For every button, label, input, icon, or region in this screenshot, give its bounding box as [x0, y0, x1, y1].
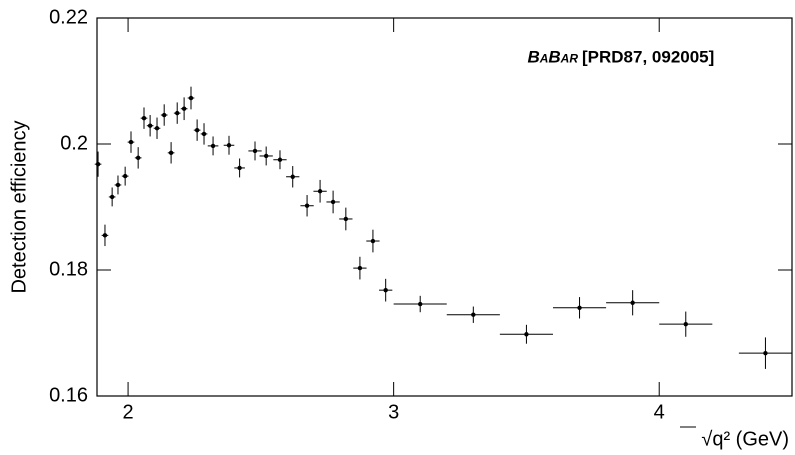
data-point [128, 139, 134, 145]
y-tick-label: 0.22 [49, 6, 88, 28]
data-point [201, 131, 207, 137]
data-point [237, 165, 242, 171]
x-axis-label: √q² (GeV) [701, 428, 789, 450]
y-tick-label: 0.16 [49, 384, 88, 406]
data-point [357, 265, 363, 271]
data-point [277, 157, 283, 162]
y-tick-label: 0.2 [60, 132, 88, 154]
data-point [226, 143, 232, 148]
data-point [102, 233, 108, 238]
data-point [290, 174, 295, 179]
data-point [141, 115, 147, 121]
data-point [418, 301, 423, 307]
data-point [181, 106, 187, 111]
data-point [683, 321, 688, 327]
data-point [175, 110, 180, 116]
data-point [370, 238, 376, 244]
data-point [168, 150, 174, 156]
data-point [210, 143, 216, 149]
data-point [304, 203, 310, 208]
data-point [383, 287, 388, 293]
data-point [154, 126, 160, 131]
data-point [188, 95, 194, 101]
data-point [263, 153, 269, 159]
data-point [122, 173, 128, 179]
y-tick-label: 0.18 [49, 258, 88, 280]
data-point [115, 182, 121, 188]
annotation-reference: [PRD87, 092005] [582, 47, 714, 66]
data-point [317, 189, 323, 194]
y-axis-label: Detection efficiency [8, 120, 30, 293]
data-point [577, 305, 582, 310]
data-point [147, 123, 153, 128]
x-tick-label: 2 [123, 401, 134, 423]
data-point [109, 194, 115, 200]
x-tick-label: 4 [654, 401, 665, 423]
data-point [252, 148, 258, 154]
x-tick-label: 3 [388, 401, 399, 423]
data-point [161, 112, 167, 118]
data-point [471, 312, 476, 317]
data-point [763, 350, 768, 356]
data-point [524, 332, 529, 337]
data-point [135, 155, 141, 161]
plot-frame [96, 17, 793, 397]
data-point [630, 300, 635, 305]
data-point [343, 216, 349, 222]
data-point [194, 127, 200, 133]
data-point [95, 161, 101, 167]
annotation-experiment: BaBar [527, 47, 578, 66]
data-point [330, 199, 336, 205]
